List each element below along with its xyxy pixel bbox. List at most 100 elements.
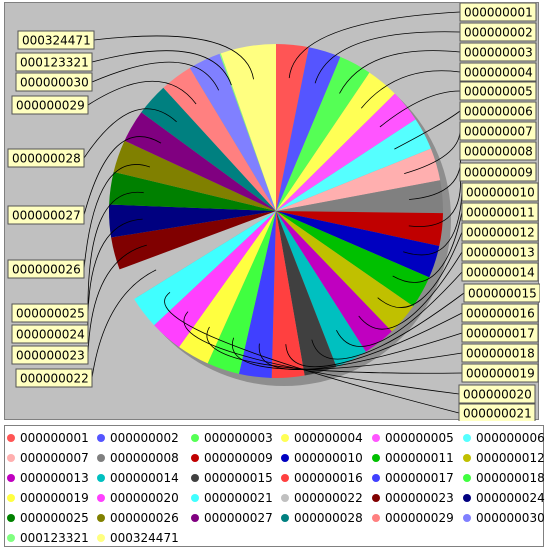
legend-label: 000000004 [294, 431, 363, 445]
legend-item: 000000009 [191, 449, 273, 467]
legend-label: 000000024 [476, 491, 545, 505]
pie-label-text: 000000006 [464, 105, 533, 119]
legend-swatch [7, 434, 15, 442]
pie-label-text: 000000019 [466, 367, 535, 381]
pie-label: 000000003 [459, 42, 537, 62]
pie-slice-000000015 [276, 211, 337, 376]
pie-label-text: 000000016 [466, 307, 535, 321]
legend-swatch [463, 434, 471, 442]
pie-label-text: 000000012 [466, 226, 535, 240]
legend-item: 000000027 [191, 509, 273, 527]
pie-label-text: 000000002 [464, 26, 533, 40]
pie-label: 000000016 [461, 303, 539, 323]
pie-label-text: 000000009 [464, 166, 533, 180]
pie-label: 000000017 [461, 323, 539, 343]
pie-label-line [311, 292, 465, 360]
pie-label-text: 000000024 [16, 328, 85, 342]
pie-label: 000000018 [461, 343, 539, 363]
pie-label-text: 000000001 [464, 6, 533, 20]
legend-label: 000000005 [385, 431, 454, 445]
pie-slice-000000006 [276, 119, 431, 211]
legend-swatch [281, 474, 289, 482]
legend-swatch [7, 474, 15, 482]
legend-swatch [372, 514, 380, 522]
legend-swatch [372, 434, 380, 442]
legend-label: 000000030 [476, 511, 545, 525]
legend-item: 000000016 [281, 469, 363, 487]
pie-label-line [83, 136, 162, 216]
pie-label-line [285, 312, 463, 368]
pie-label-line [314, 31, 461, 84]
legend-item: 000000029 [372, 509, 454, 527]
pie-label-text: 000324471 [22, 34, 91, 48]
pie-slice-000000002 [276, 47, 341, 212]
pie-label-line [206, 326, 463, 374]
legend-swatch [463, 474, 471, 482]
pie-label-line [87, 80, 197, 106]
pie-label: 000000025 [11, 303, 89, 323]
pie-label: 000000009 [459, 162, 537, 182]
legend-label: 000000010 [294, 451, 363, 465]
legend-item: 000000006 [463, 429, 545, 447]
pie-slice-000000016 [271, 211, 305, 378]
pie-slice-000000014 [276, 211, 366, 367]
pie-label-text: 000000014 [466, 266, 535, 280]
legend-label: 000000027 [204, 511, 273, 525]
legend-label: 000000011 [385, 451, 454, 465]
pie-slice-000000021 [134, 211, 276, 326]
pie-slice-000000026 [113, 140, 277, 211]
pie-label-text: 000000017 [466, 327, 535, 341]
legend-swatch [281, 454, 289, 462]
legend-item: 000000028 [281, 509, 363, 527]
legend-item: 000000008 [97, 449, 179, 467]
pie-label-text: 000000008 [464, 145, 533, 159]
pie-label-line [360, 70, 461, 109]
legend-swatch [97, 494, 105, 502]
pie-label: 000000011 [461, 202, 539, 222]
legend-swatch [281, 494, 289, 502]
pie-slice-000000009 [276, 211, 443, 246]
legend-item: 000000026 [97, 509, 179, 527]
pie-label: 000000006 [459, 101, 537, 121]
pie-chart: 000000001 000000002 000000003 000000004 0000… [7, 3, 540, 421]
plot-area: 000000001 000000002 000000003 000000004 0000… [4, 2, 540, 421]
legend-swatch [97, 454, 105, 462]
pie-slice-000000005 [276, 93, 416, 211]
legend-item: 000000010 [281, 449, 363, 467]
pie-slice-000000024 [108, 204, 276, 238]
pie-label-line [336, 271, 463, 347]
pie-label: 000000001 [459, 3, 537, 22]
legend-label: 000000017 [385, 471, 454, 485]
legend-label: 000000008 [110, 451, 179, 465]
pie-label-line [93, 35, 254, 80]
pie-label: 000000015 [463, 283, 540, 303]
pie-label-line [288, 11, 461, 79]
legend-item: 000000005 [372, 429, 454, 447]
legend-swatch [281, 434, 289, 442]
legend-swatch [463, 514, 471, 522]
pie-label: 000000029 [11, 95, 89, 115]
legend-swatch [372, 494, 380, 502]
pie-label-text: 000000022 [20, 372, 89, 386]
pie-slice-000000003 [276, 56, 370, 211]
pie-label-line [403, 191, 463, 256]
pie-label: 000000012 [461, 222, 539, 242]
pie-label-line [358, 251, 463, 330]
pie-slice-000000020 [154, 211, 276, 347]
legend-swatch [7, 514, 15, 522]
legend-label: 000000019 [20, 491, 89, 505]
legend-item: 000000017 [372, 469, 454, 487]
legend-label: 000000015 [204, 471, 273, 485]
pie-slice-000123321 [219, 53, 276, 212]
legend-item: 000000024 [463, 489, 545, 507]
legend-swatch [97, 514, 105, 522]
pie-label-text: 000000004 [464, 66, 533, 80]
legend-swatch [97, 434, 105, 442]
pie-label: 000000027 [7, 205, 85, 225]
legend-label: 000000009 [204, 451, 273, 465]
pie-label-line [394, 110, 461, 150]
pie-label-line [91, 50, 232, 86]
pie-slice-000324471 [220, 44, 276, 211]
pie-label-text: 000000007 [464, 125, 533, 139]
legend-swatch [191, 514, 199, 522]
